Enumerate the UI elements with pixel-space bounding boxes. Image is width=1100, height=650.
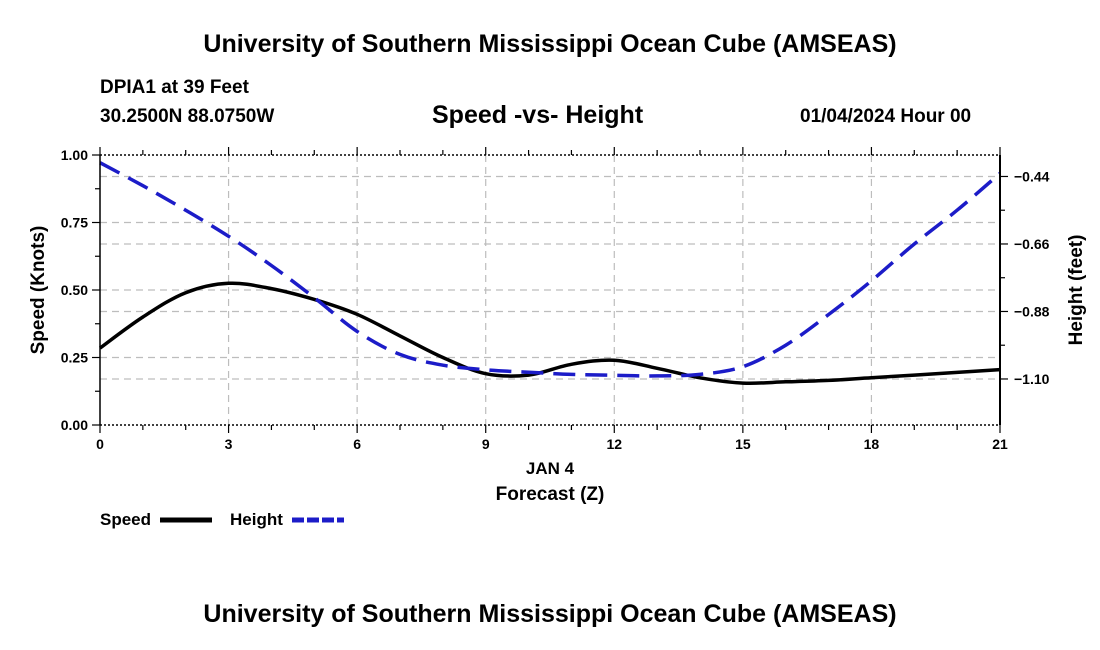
- x-tick-label: 15: [735, 436, 751, 452]
- y2-tick-label: −0.44: [1014, 168, 1050, 184]
- station-label: DPIA1 at 39 Feet: [100, 77, 249, 98]
- forecast-datetime: 01/04/2024 Hour 00: [800, 106, 972, 127]
- y-tick-label: 1.00: [61, 147, 88, 163]
- x-tick-label: 0: [96, 436, 104, 452]
- station-coords: 30.2500N 88.0750W: [100, 106, 275, 127]
- legend-label-height: Height: [230, 510, 283, 529]
- x-tick-label: 3: [225, 436, 233, 452]
- y-tick-label: 0.75: [61, 215, 88, 231]
- series-line-speed: [98, 281, 1001, 386]
- grid-layer: [100, 155, 1000, 425]
- x-axis-date-label: JAN 4: [526, 459, 575, 478]
- y-tick-label: 0.50: [61, 282, 88, 298]
- x-tick-label: 18: [864, 436, 880, 452]
- y2-tick-label: −1.10: [1014, 371, 1050, 387]
- y2-tick-label: −0.88: [1014, 303, 1050, 319]
- page-title-top: University of Southern Mississippi Ocean…: [203, 30, 897, 58]
- y2-axis-label: Height (feet): [1066, 235, 1087, 346]
- axes-layer: [92, 147, 1008, 433]
- series-line-height: [99, 161, 1002, 378]
- series-layer: [98, 161, 1002, 386]
- page-title-bottom: University of Southern Mississippi Ocean…: [203, 600, 897, 628]
- x-tick-label: 6: [353, 436, 361, 452]
- x-tick-label: 9: [482, 436, 490, 452]
- legend-label-speed: Speed: [100, 510, 151, 529]
- x-tick-label: 21: [992, 436, 1008, 452]
- chart-title: Speed -vs- Height: [432, 101, 644, 129]
- labels-layer: 0 3 6 9 12 15 18 21 0.00 0.25 0.50 0.75 1.00 −1.10 −0.…: [28, 147, 1087, 529]
- y2-tick-label: −0.66: [1014, 236, 1050, 252]
- x-axis-label: Forecast (Z): [496, 484, 605, 505]
- y-tick-label: 0.25: [61, 350, 88, 366]
- y-axis-label: Speed (Knots): [28, 226, 49, 355]
- y-tick-label: 0.00: [61, 417, 88, 433]
- x-tick-label: 12: [606, 436, 622, 452]
